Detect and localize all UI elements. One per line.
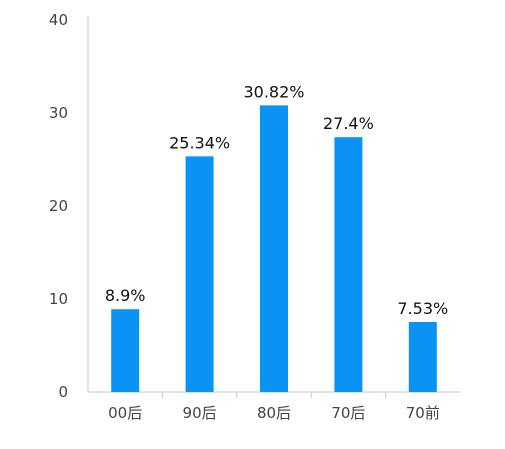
x-tick-label: 70后 — [331, 404, 365, 422]
x-tick-label: 80后 — [257, 404, 291, 422]
data-label: 30.82% — [243, 82, 304, 101]
bar — [334, 137, 363, 392]
y-tick-label: 0 — [58, 383, 68, 401]
x-tick-label: 00后 — [108, 404, 142, 422]
x-tick-label: 90后 — [183, 404, 217, 422]
data-label: 25.34% — [169, 133, 230, 152]
y-tick-label: 10 — [49, 290, 68, 308]
bar — [408, 321, 437, 392]
data-label: 7.53% — [397, 299, 448, 318]
bar — [111, 309, 140, 392]
bar — [185, 156, 214, 392]
data-label: 27.4% — [323, 114, 374, 133]
y-tick-label: 40 — [49, 11, 68, 29]
x-tick-label: 70前 — [406, 404, 440, 422]
data-label: 8.9% — [105, 286, 146, 305]
y-tick-label: 20 — [49, 197, 68, 215]
y-tick-label: 30 — [49, 104, 68, 122]
bar — [260, 105, 288, 393]
